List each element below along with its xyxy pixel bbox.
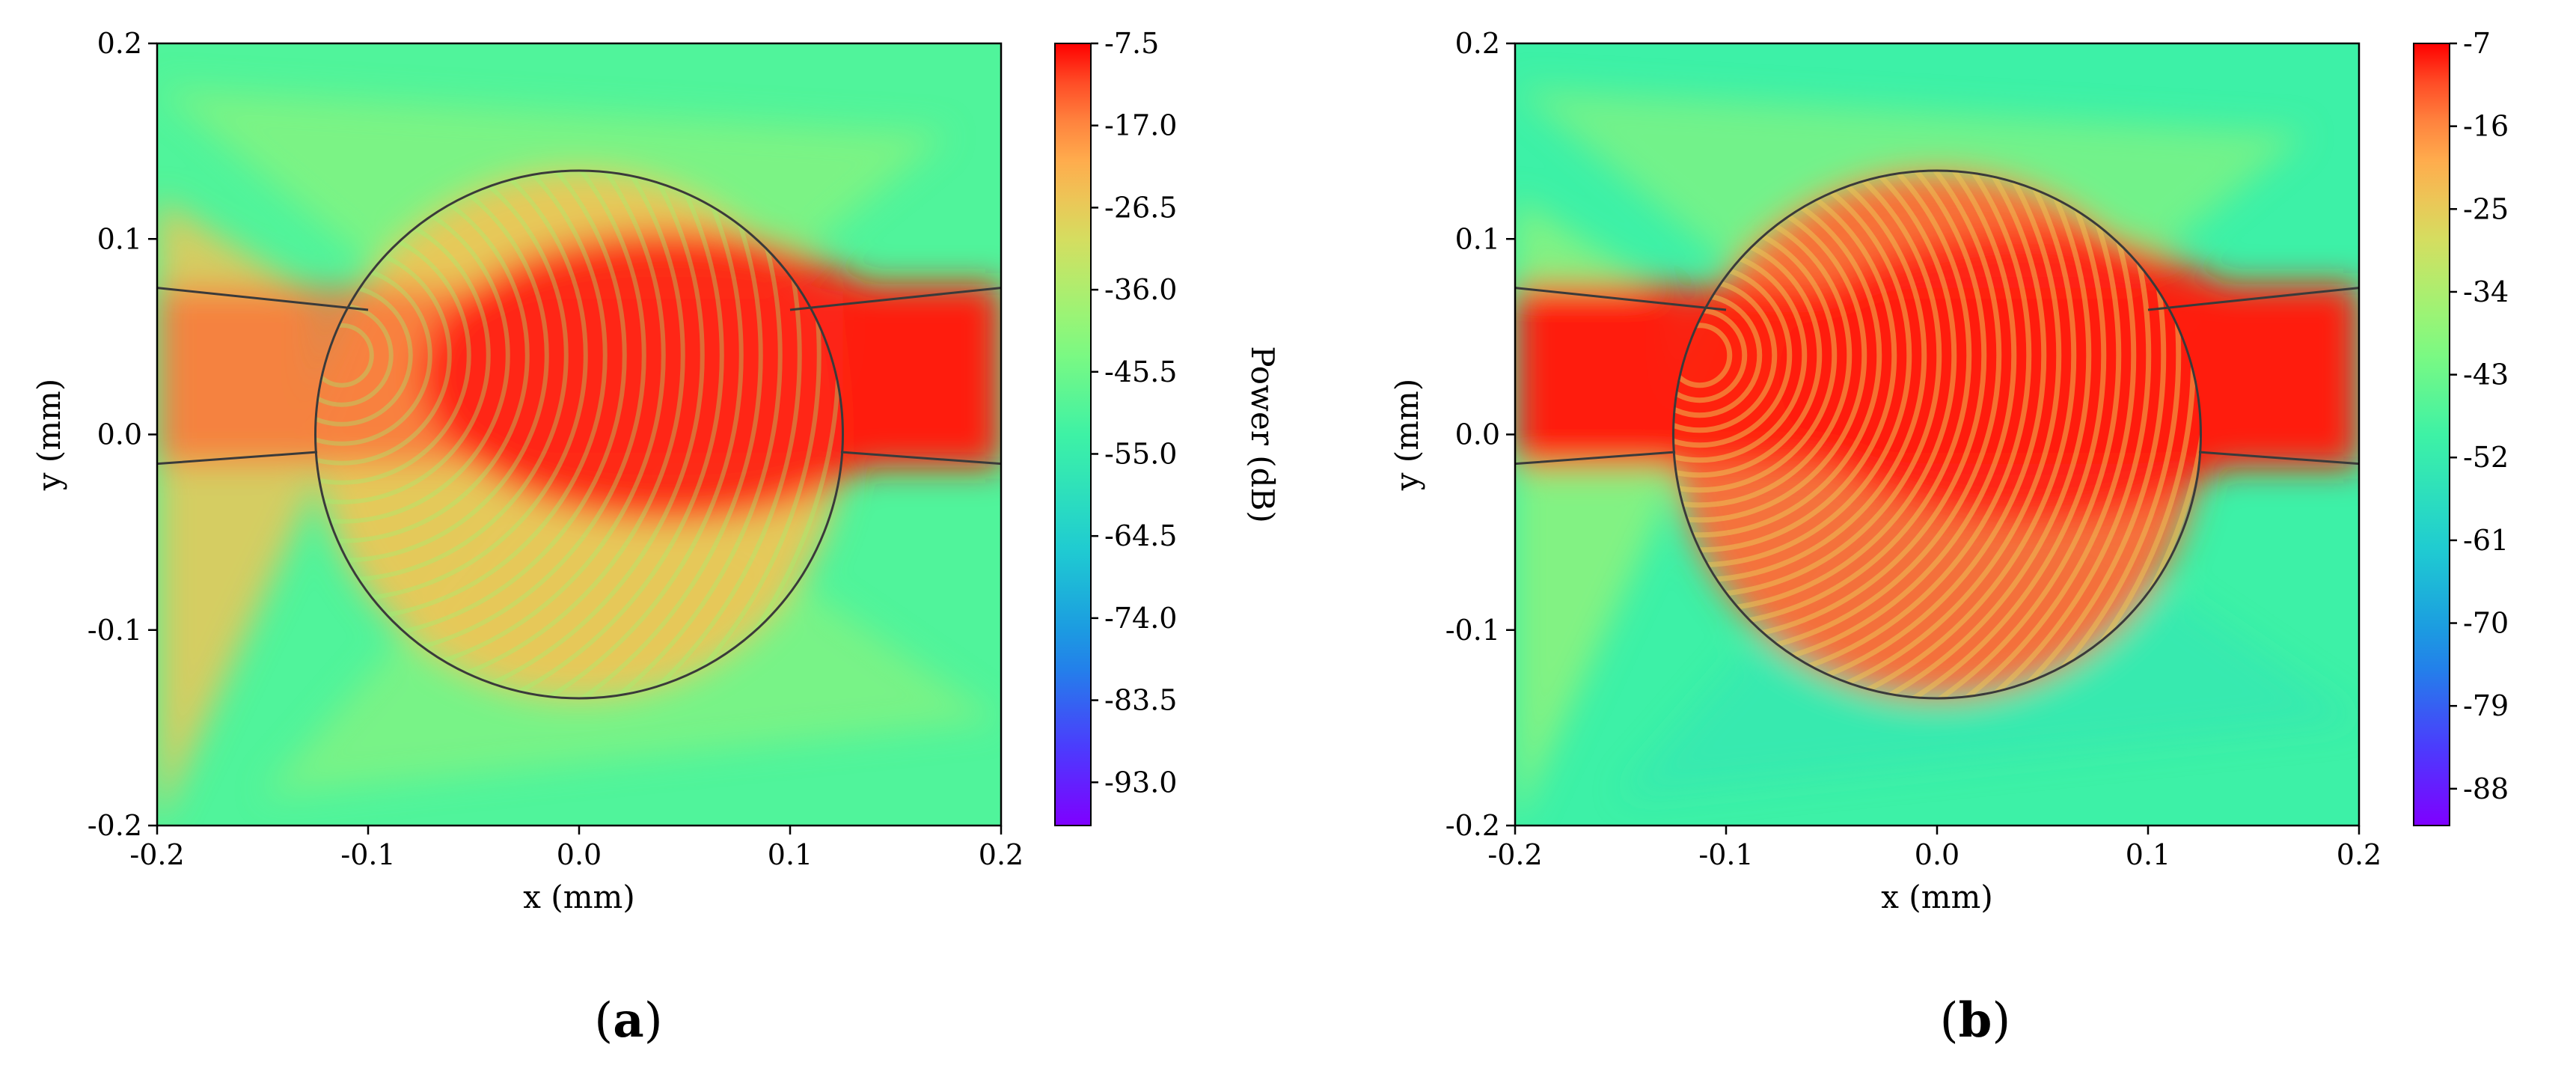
colorbar-tick-label: -34 [2463,275,2509,308]
y-tick-label: 0.0 [97,418,142,451]
colorbar-tick-label: -83.5 [1104,684,1177,717]
y-tick-label: -0.1 [1445,614,1500,647]
field-map [157,43,1001,826]
waveguide-outline [157,287,1001,466]
y-axis-label: y (mm) [1389,379,1425,492]
colorbar-tick-label: -88 [2463,772,2509,805]
y-tick-label: 0.2 [1455,27,1500,60]
colorbar-tick-label: -45.5 [1104,356,1177,388]
x-tick-label: 0.1 [2126,838,2170,871]
panel-caption-close: ) [644,993,663,1049]
colorbar-tick-label: -52 [2463,441,2509,474]
colorbar [1054,43,1092,826]
panel-caption-open: ( [594,993,613,1049]
panel-caption: (a) [594,992,662,1049]
x-tick-label: 0.2 [979,838,1024,871]
colorbar-tick-label: -79 [2463,689,2509,722]
colorbar-tick-label: -26.5 [1104,191,1177,224]
colorbar-tick-label: -17.0 [1104,109,1177,142]
colorbar-tick-label: -16 [2463,110,2509,143]
x-tick-label: -0.1 [340,838,395,871]
x-tick-label: -0.2 [129,838,184,871]
y-tick-label: 0.2 [97,27,142,60]
y-tick-label: -0.2 [88,809,142,842]
colorbar-tick-label: -25 [2463,192,2509,225]
field-map [1515,43,2359,826]
y-tick-label: 0.1 [1455,222,1500,255]
chart-panel-a: -0.2 -0.1 0.0 0.1 0.2 -0.2 -0.1 0.0 0.1 0.2 x (mm)… [31,27,1281,1049]
resonator-outline [314,169,844,700]
colorbar-tick-label: -64.5 [1104,519,1177,552]
colorbar-tick-label: -74.0 [1104,602,1177,635]
chart-panel-b: -0.2 -0.1 0.0 0.1 0.2 -0.2 -0.1 0.0 0.1 0.2 x (mm)… [1389,27,2509,1049]
x-axis-label: x (mm) [523,879,634,915]
colorbar-label: Power (dB) [1244,346,1281,523]
colorbar-tick-label: -43 [2463,359,2509,391]
colorbar [2413,43,2450,826]
y-tick-label: -0.2 [1445,809,1500,842]
colorbar-tick-label: -7.5 [1104,27,1159,60]
colorbar-tick-label: -61 [2463,524,2509,557]
colorbar-tick-label: -93.0 [1104,766,1177,799]
x-tick-label: 0.0 [557,838,602,871]
colorbar-tick-label: -36.0 [1104,273,1177,306]
panel-caption-letter: a [613,992,643,1049]
y-tick-label: 0.1 [97,222,142,255]
y-tick-label: -0.1 [88,614,142,647]
colorbar-tick-label: -70 [2463,607,2509,640]
x-tick-label: 0.1 [768,838,813,871]
x-tick-label: -0.2 [1487,838,1542,871]
panel-caption-letter: b [1959,992,1992,1049]
panel-caption-close: ) [1992,993,2010,1049]
x-tick-label: 0.0 [1915,838,1959,871]
x-tick-label: 0.2 [2337,838,2381,871]
colorbar-tick-label: -7 [2463,27,2491,60]
y-tick-label: 0.0 [1455,418,1500,451]
x-axis-label: x (mm) [1881,879,1992,915]
y-axis-label: y (mm) [31,379,67,492]
resonator-outline [1672,169,2202,700]
waveguide-outline [1515,287,2359,466]
panel-caption: (b) [1940,992,2011,1049]
x-tick-label: -0.1 [1698,838,1753,871]
colorbar-tick-label: -55.0 [1104,437,1177,470]
panel-caption-open: ( [1940,993,1959,1049]
